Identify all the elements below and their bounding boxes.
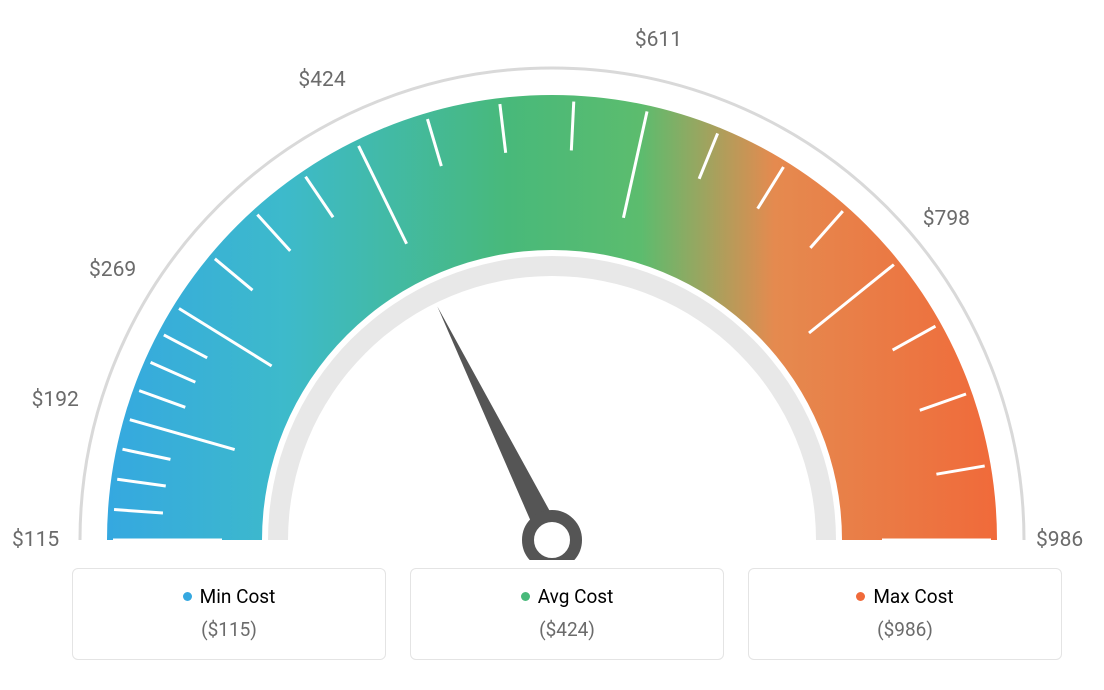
tick-label: $986 xyxy=(1036,528,1083,552)
legend-card-max: Max Cost ($986) xyxy=(748,568,1062,660)
cost-gauge-chart: $115 $192 $269 $424 $611 $798 $986 Min Cost ($… xyxy=(0,0,1104,690)
legend-value-min: ($115) xyxy=(73,618,385,641)
legend-label-min: Min Cost xyxy=(200,585,276,608)
legend-row: Min Cost ($115) Avg Cost ($424) Max Cost… xyxy=(72,568,1062,660)
legend-label-avg: Avg Cost xyxy=(538,585,614,608)
legend-dot-avg xyxy=(521,592,530,601)
legend-dot-max xyxy=(856,592,865,601)
tick-label: $269 xyxy=(89,258,136,282)
legend-value-max: ($986) xyxy=(749,618,1061,641)
legend-title-max: Max Cost xyxy=(856,585,953,608)
legend-card-min: Min Cost ($115) xyxy=(72,568,386,660)
legend-card-avg: Avg Cost ($424) xyxy=(410,568,724,660)
tick-label: $192 xyxy=(32,388,79,412)
tick-label: $424 xyxy=(298,68,345,92)
gauge-area: $115 $192 $269 $424 $611 $798 $986 xyxy=(0,0,1104,560)
legend-value-avg: ($424) xyxy=(411,618,723,641)
legend-title-min: Min Cost xyxy=(183,585,276,608)
tick-label: $798 xyxy=(923,207,970,231)
legend-label-max: Max Cost xyxy=(873,585,953,608)
tick-label: $115 xyxy=(12,528,59,552)
legend-title-avg: Avg Cost xyxy=(521,585,614,608)
gauge-svg xyxy=(0,0,1104,560)
legend-dot-min xyxy=(183,592,192,601)
tick-label: $611 xyxy=(635,28,682,52)
